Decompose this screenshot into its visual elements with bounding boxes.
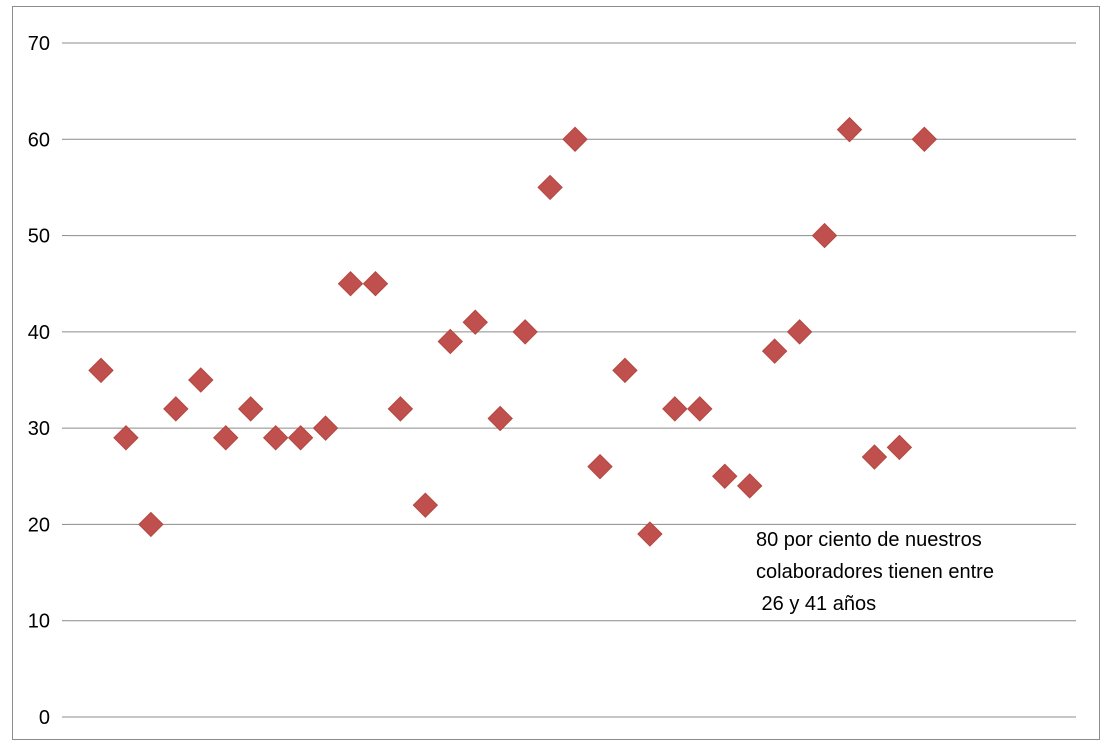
gridlines — [68, 42, 1076, 718]
data-point — [113, 425, 139, 451]
data-points — [88, 116, 938, 547]
y-tick-label: 70 — [28, 33, 50, 55]
y-axis-ticks: 0 10 20 30 40 50 60 70 — [28, 33, 68, 729]
data-point — [213, 425, 239, 451]
data-point — [562, 126, 588, 152]
y-tick-label: 40 — [28, 322, 50, 344]
data-point — [437, 328, 464, 355]
annotation-line-2: colaboradores tienen entre — [756, 561, 994, 583]
y-tick-label: 20 — [28, 514, 50, 536]
data-point — [387, 396, 414, 422]
data-point — [786, 319, 813, 345]
data-point — [861, 444, 888, 470]
data-point — [886, 434, 913, 461]
annotation-line-3: 26 y 41 años — [756, 593, 877, 615]
annotation-line-1: 80 por ciento de nuestros — [756, 529, 982, 551]
data-point — [362, 271, 389, 297]
y-tick-label: 60 — [28, 129, 50, 151]
y-tick-label: 30 — [28, 418, 50, 440]
data-point — [237, 396, 264, 422]
data-point — [911, 126, 938, 152]
chart-area — [12, 6, 1100, 740]
data-point — [836, 116, 863, 143]
data-point — [163, 396, 189, 422]
data-point — [712, 463, 738, 489]
data-point — [736, 473, 763, 499]
data-point — [487, 405, 513, 432]
y-tick-label: 10 — [28, 611, 50, 633]
data-point — [761, 338, 788, 364]
data-point — [637, 521, 663, 547]
chart-annotation: 80 por ciento de nuestros colaboradores … — [756, 524, 1076, 620]
data-point — [687, 396, 713, 422]
data-point — [88, 357, 114, 384]
y-tick-label: 50 — [28, 226, 50, 248]
data-point — [312, 415, 339, 441]
data-point — [612, 357, 638, 384]
data-point — [462, 309, 488, 335]
data-point — [811, 222, 838, 249]
data-point — [512, 319, 538, 345]
data-point — [262, 425, 289, 451]
data-point — [337, 271, 364, 297]
data-point — [188, 367, 214, 393]
y-tick-label: 0 — [39, 707, 50, 729]
data-point — [287, 425, 314, 451]
data-point — [537, 174, 563, 201]
data-point — [587, 453, 613, 480]
data-point — [662, 396, 688, 422]
data-point — [412, 492, 439, 518]
data-point — [138, 511, 164, 538]
